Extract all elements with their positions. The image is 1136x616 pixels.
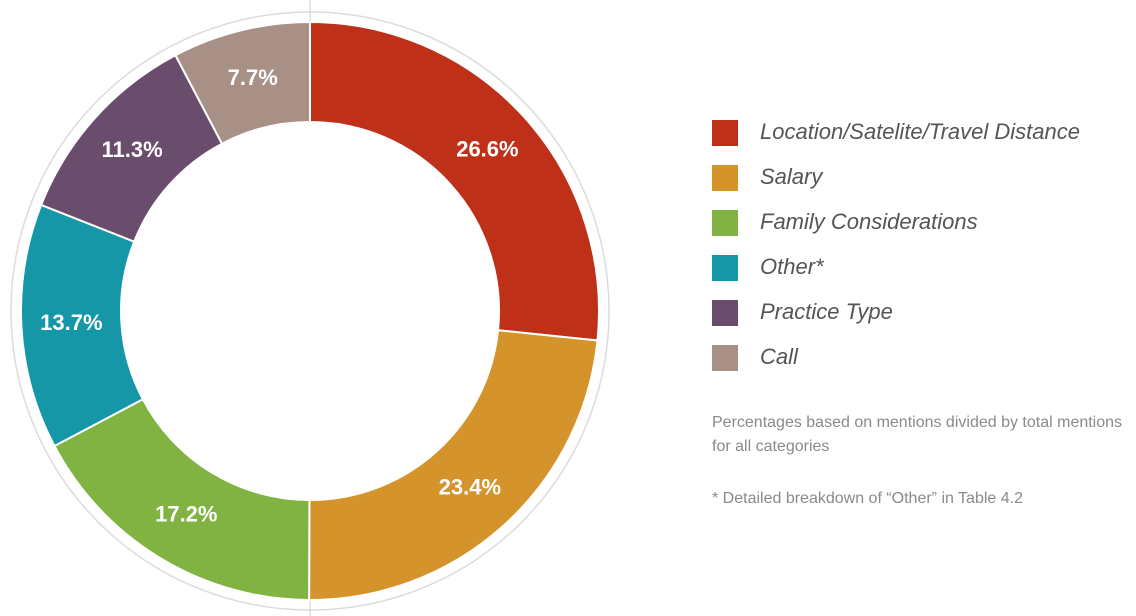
legend-swatch (712, 120, 738, 146)
note: Percentages based on mentions divided by… (712, 414, 1123, 455)
slice-label: 7.7% (228, 65, 278, 90)
slices: 26.6% 23.4% 17.2% 13.7% 11.3% 7.7% (20, 20, 600, 602)
legend-label: Other* (760, 254, 825, 279)
legend: Location/Satelite/Travel Distance Salary F… (712, 119, 1080, 371)
legend-label: Practice Type (760, 299, 893, 324)
legend-swatch (712, 300, 738, 326)
slice-label: 23.4% (439, 474, 501, 499)
legend-label: Family Considerations (760, 209, 978, 234)
legend-swatch (712, 165, 738, 191)
footnote: * Detailed breakdown of “Other” in Table… (712, 490, 1023, 507)
legend-label: Salary (760, 164, 824, 189)
slice-label: 13.7% (40, 310, 102, 335)
legend-swatch (712, 255, 738, 281)
slice-label: 26.6% (456, 137, 518, 162)
legend-label: Call (760, 344, 799, 369)
slice-label: 11.3% (102, 137, 163, 162)
legend-swatch (712, 345, 738, 371)
legend-swatch (712, 210, 738, 236)
slice (309, 20, 600, 342)
slice (53, 397, 311, 602)
slice (308, 329, 599, 602)
slice (174, 20, 311, 146)
legend-label: Location/Satelite/Travel Distance (760, 119, 1080, 144)
slice-label: 17.2% (155, 501, 217, 526)
